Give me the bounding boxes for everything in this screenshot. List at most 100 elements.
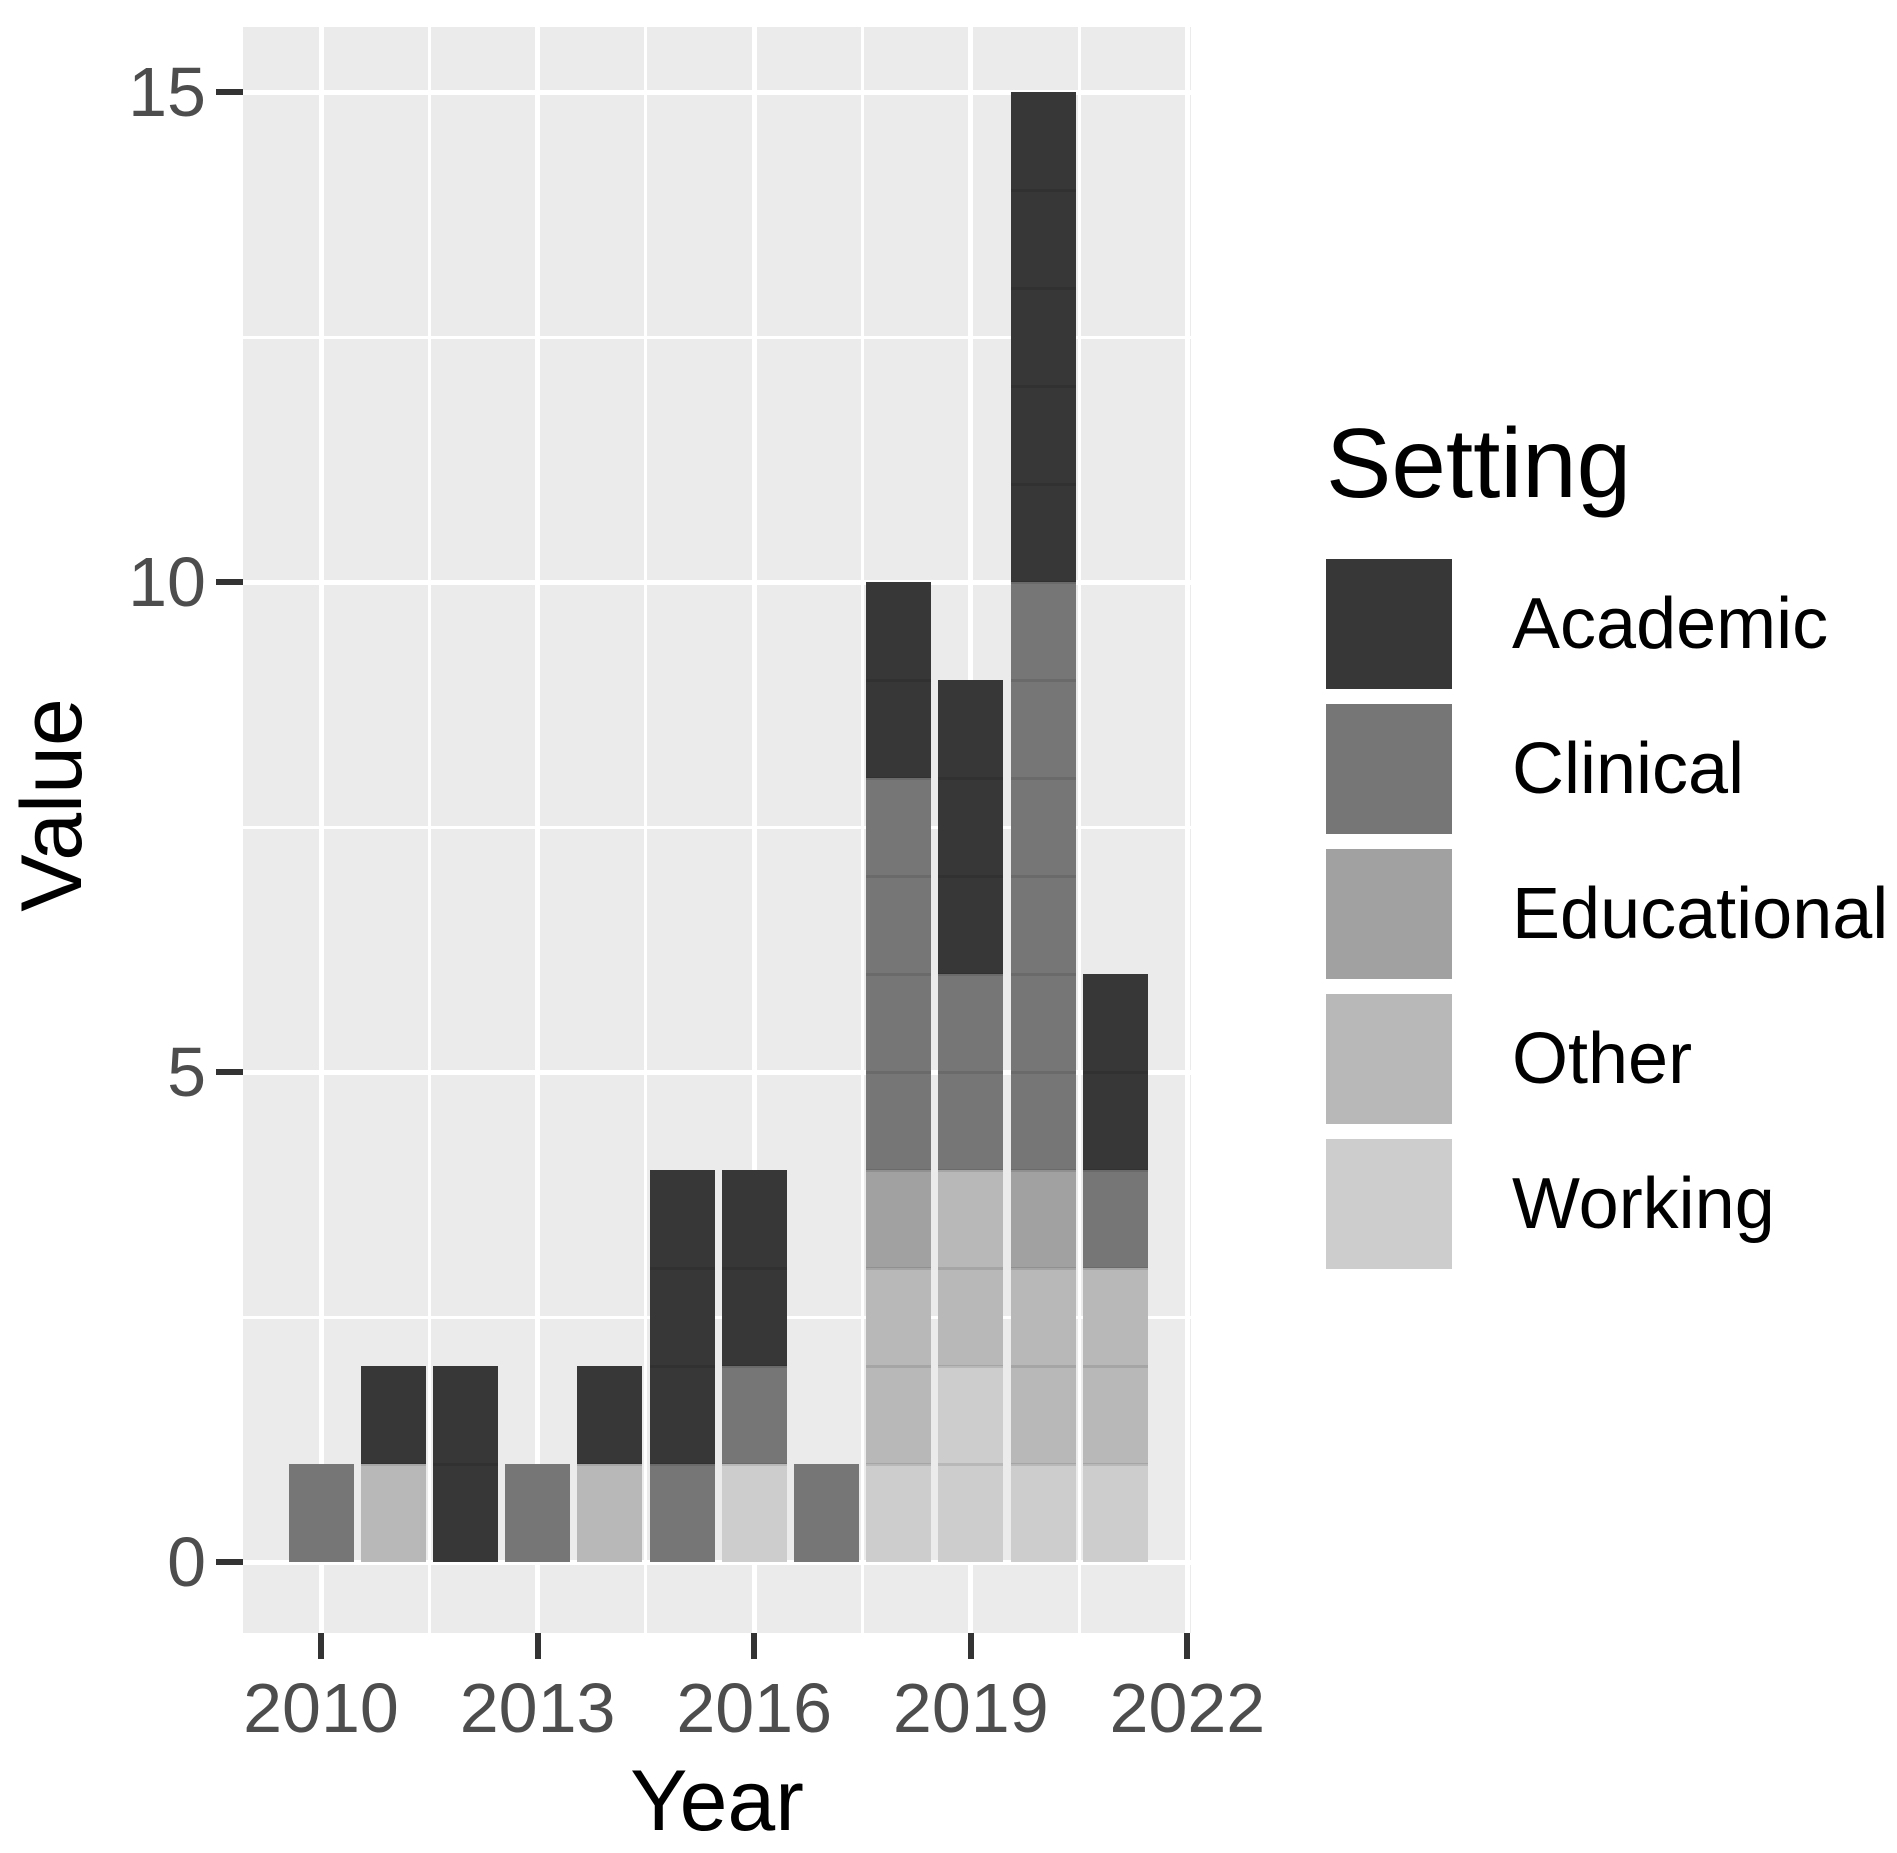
bar-unit-separator [1082, 1169, 1148, 1172]
bar-segment-2020-working [1010, 1464, 1076, 1562]
y-tick-label-0: 0 [167, 1523, 206, 1601]
x-tick-label-2016: 2016 [676, 1669, 833, 1747]
bar-unit-separator [866, 1071, 932, 1074]
bar-segment-2021-other [1082, 1268, 1148, 1464]
x-tick-mark [751, 1633, 758, 1659]
y-major-gridline [243, 579, 1191, 585]
bar-unit-separator [1010, 483, 1076, 486]
x-minor-gridline [427, 27, 431, 1633]
bar-unit-separator [649, 1365, 715, 1368]
y-minor-gridline [243, 335, 1191, 339]
bar-unit-separator [866, 1365, 932, 1368]
bar-segment-2021-academic [1082, 974, 1148, 1170]
legend-label-educational: Educational [1512, 874, 1889, 954]
x-tick-label-2022: 2022 [1109, 1669, 1266, 1747]
bar-unit-separator [1010, 1365, 1076, 1368]
x-tick-mark [1184, 1633, 1191, 1659]
bar-unit-separator [866, 679, 932, 682]
bar-unit-separator [866, 777, 932, 780]
legend-label-working: Working [1512, 1164, 1775, 1244]
x-tick-label-2010: 2010 [243, 1669, 399, 1747]
bar-unit-separator [1010, 189, 1076, 192]
legend-row-other: Other [1326, 994, 1692, 1124]
bar-unit-separator [1010, 385, 1076, 388]
bar-unit-separator [938, 1463, 1004, 1466]
y-tick-mark [216, 1559, 243, 1565]
bar-unit-separator [1010, 875, 1076, 878]
bar-unit-separator [1082, 1267, 1148, 1270]
y-tick-label-10: 10 [128, 543, 206, 621]
bar-segment-2014-academic [577, 1366, 643, 1464]
bar-unit-separator [721, 1463, 787, 1466]
legend-label-other: Other [1512, 1019, 1693, 1099]
bar-segment-2018-clinical [866, 778, 932, 1170]
legend-swatch-clinical [1326, 704, 1452, 834]
y-tick-mark [216, 89, 243, 95]
x-minor-gridline [644, 27, 648, 1633]
bar-unit-separator [360, 1463, 426, 1466]
bar-unit-separator [721, 1267, 787, 1270]
legend-row-working: Working [1326, 1139, 1775, 1269]
bar-unit-separator [649, 1267, 715, 1270]
bar-segment-2018-working [866, 1464, 932, 1562]
legend-label-clinical: Clinical [1512, 729, 1745, 809]
bar-unit-separator [1010, 777, 1076, 780]
y-minor-gridline [243, 825, 1191, 829]
bar-segment-2019-other [938, 1170, 1004, 1366]
bar-segment-2020-other [1010, 1268, 1076, 1464]
legend-swatch-educational [1326, 849, 1452, 979]
legend-entries: Academic Clinical Educational Other Working [1326, 559, 1888, 1269]
bar-unit-separator [1010, 1463, 1076, 1466]
bar-unit-separator [866, 1169, 932, 1172]
bar-unit-separator [1082, 1071, 1148, 1074]
legend-swatch-academic [1326, 559, 1452, 689]
bar-segment-2014-other [577, 1464, 643, 1562]
bar-unit-separator [1082, 1365, 1148, 1368]
x-tick-label-2013: 2013 [459, 1669, 616, 1747]
bar-segment-2020-educational [1010, 1170, 1076, 1268]
bar-segment-2013-clinical [505, 1464, 571, 1562]
y-tick-mark [216, 579, 243, 585]
x-minor-gridline [1077, 27, 1081, 1633]
bar-unit-separator [938, 1267, 1004, 1270]
x-tick-label-2019: 2019 [892, 1669, 1049, 1747]
x-major-gridline [535, 27, 541, 1633]
x-minor-gridline [861, 27, 864, 1633]
bar-unit-separator [1010, 1071, 1076, 1074]
bar-segment-2011-other [360, 1464, 426, 1562]
bar-segment-2018-other [866, 1268, 932, 1464]
x-major-gridline [751, 27, 757, 1633]
bar-unit-separator [938, 875, 1004, 878]
bar-segment-2018-educational [866, 1170, 932, 1268]
bar-unit-separator [866, 875, 932, 878]
bar-unit-separator [938, 973, 1004, 976]
bar-unit-separator [721, 1365, 787, 1368]
legend-label-academic: Academic [1512, 584, 1829, 664]
bar-unit-separator [938, 1365, 1004, 1368]
legend-row-academic: Academic [1326, 559, 1828, 689]
y-major-gridline [243, 89, 1191, 95]
y-axis-title: Value [4, 698, 100, 912]
bar-unit-separator [649, 1463, 715, 1466]
x-tick-mark [967, 1633, 974, 1659]
bar-unit-separator [1010, 1169, 1076, 1172]
bar-segment-2021-clinical [1082, 1170, 1148, 1268]
y-major-gridline [243, 1069, 1191, 1075]
bar-unit-separator [866, 1463, 932, 1466]
bar-unit-separator [1082, 1463, 1148, 1466]
x-axis-title: Year [630, 1753, 804, 1849]
bar-segment-2016-working [721, 1464, 787, 1562]
legend-row-clinical: Clinical [1326, 704, 1744, 834]
bar-segment-2010-clinical [288, 1464, 354, 1562]
plot-panel [243, 27, 1191, 1633]
legend-title: Setting [1326, 408, 1632, 518]
bar-segment-2015-clinical [649, 1464, 715, 1562]
legend: Setting Academic Clinical Educational Other… [1326, 408, 1888, 1284]
bar-unit-separator [1010, 581, 1076, 584]
y-tick-label-15: 15 [128, 53, 206, 131]
legend-row-educational: Educational [1326, 849, 1888, 979]
bar-unit-separator [938, 1169, 1004, 1172]
bar-segment-2019-working [938, 1366, 1004, 1562]
x-tick-mark [534, 1633, 541, 1659]
